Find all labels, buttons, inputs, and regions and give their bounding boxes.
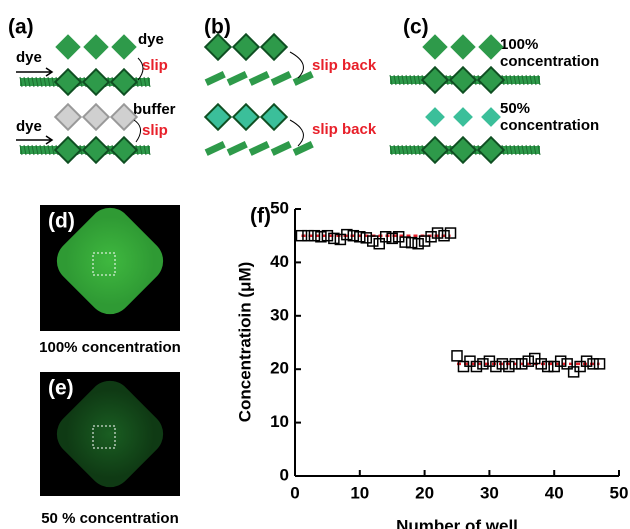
panel-label: (e) (48, 377, 74, 400)
channel (249, 71, 270, 86)
y-tick-label: 20 (270, 359, 289, 378)
chamber (453, 107, 473, 127)
y-tick-label: 50 (270, 198, 289, 217)
channel (271, 141, 292, 156)
label: 50% (500, 100, 530, 117)
label: slip back (312, 57, 377, 74)
label: concentration (500, 117, 599, 134)
chamber (55, 34, 80, 59)
label: buffer (133, 101, 176, 118)
arrow (290, 52, 303, 78)
chamber (261, 34, 286, 59)
chamber (111, 137, 136, 162)
chamber (425, 107, 445, 127)
marker (374, 239, 384, 249)
chamber (111, 69, 136, 94)
chamber (83, 34, 108, 59)
x-tick-label: 10 (350, 483, 369, 502)
label: slip back (312, 121, 377, 138)
panel-label: (c) (403, 16, 429, 39)
channel (271, 71, 292, 86)
y-axis-label: Concentratioin (μM) (235, 262, 254, 423)
arrow (16, 68, 52, 76)
marker (452, 351, 462, 361)
x-tick-label: 40 (545, 483, 564, 502)
channel (293, 141, 314, 156)
label: slip (142, 57, 168, 74)
label: slip (142, 122, 168, 139)
channel (205, 71, 226, 86)
arrow (16, 136, 52, 144)
chamber (55, 137, 80, 162)
page: {"panel_a":{"label":"(a)","dye_in_1":"dy… (0, 0, 630, 529)
channel (227, 141, 248, 156)
chamber (422, 67, 447, 92)
arrow (134, 120, 141, 142)
label: dye (16, 118, 42, 135)
panel-label: (f) (250, 205, 271, 228)
y-tick-label: 0 (280, 465, 289, 484)
y-tick-label: 30 (270, 305, 289, 324)
chamber (83, 104, 108, 129)
chamber (83, 69, 108, 94)
chamber (233, 104, 258, 129)
label: 100% (500, 36, 538, 53)
chamber (55, 69, 80, 94)
channel (227, 71, 248, 86)
figure: (a) (b) (c) dye dye slip dye buffer slip… (0, 0, 630, 529)
chamber (83, 137, 108, 162)
chamber (111, 34, 136, 59)
chamber (450, 67, 475, 92)
caption: 100% concentration (39, 339, 181, 356)
y-tick-label: 10 (270, 412, 289, 431)
x-tick-label: 50 (610, 483, 629, 502)
label: concentration (500, 53, 599, 70)
arrow (290, 120, 303, 146)
x-tick-label: 0 (290, 483, 299, 502)
chamber (233, 34, 258, 59)
panel-label: (d) (48, 210, 75, 233)
channel (293, 71, 314, 86)
channel (249, 141, 270, 156)
chamber (55, 104, 80, 129)
chamber (450, 137, 475, 162)
x-axis-label: Number of well (396, 516, 518, 529)
chamber (261, 104, 286, 129)
label: dye (16, 49, 42, 66)
chamber (478, 137, 503, 162)
chamber (478, 67, 503, 92)
marker (368, 236, 378, 246)
chamber (422, 137, 447, 162)
chamber (481, 107, 501, 127)
x-tick-label: 30 (480, 483, 499, 502)
caption: 50 % concentration (41, 510, 179, 527)
chamber (450, 34, 475, 59)
label: dye (138, 31, 164, 48)
panel-label: (a) (8, 16, 34, 39)
chamber (205, 104, 230, 129)
channel (205, 141, 226, 156)
x-tick-label: 20 (415, 483, 434, 502)
y-tick-label: 40 (270, 252, 289, 271)
